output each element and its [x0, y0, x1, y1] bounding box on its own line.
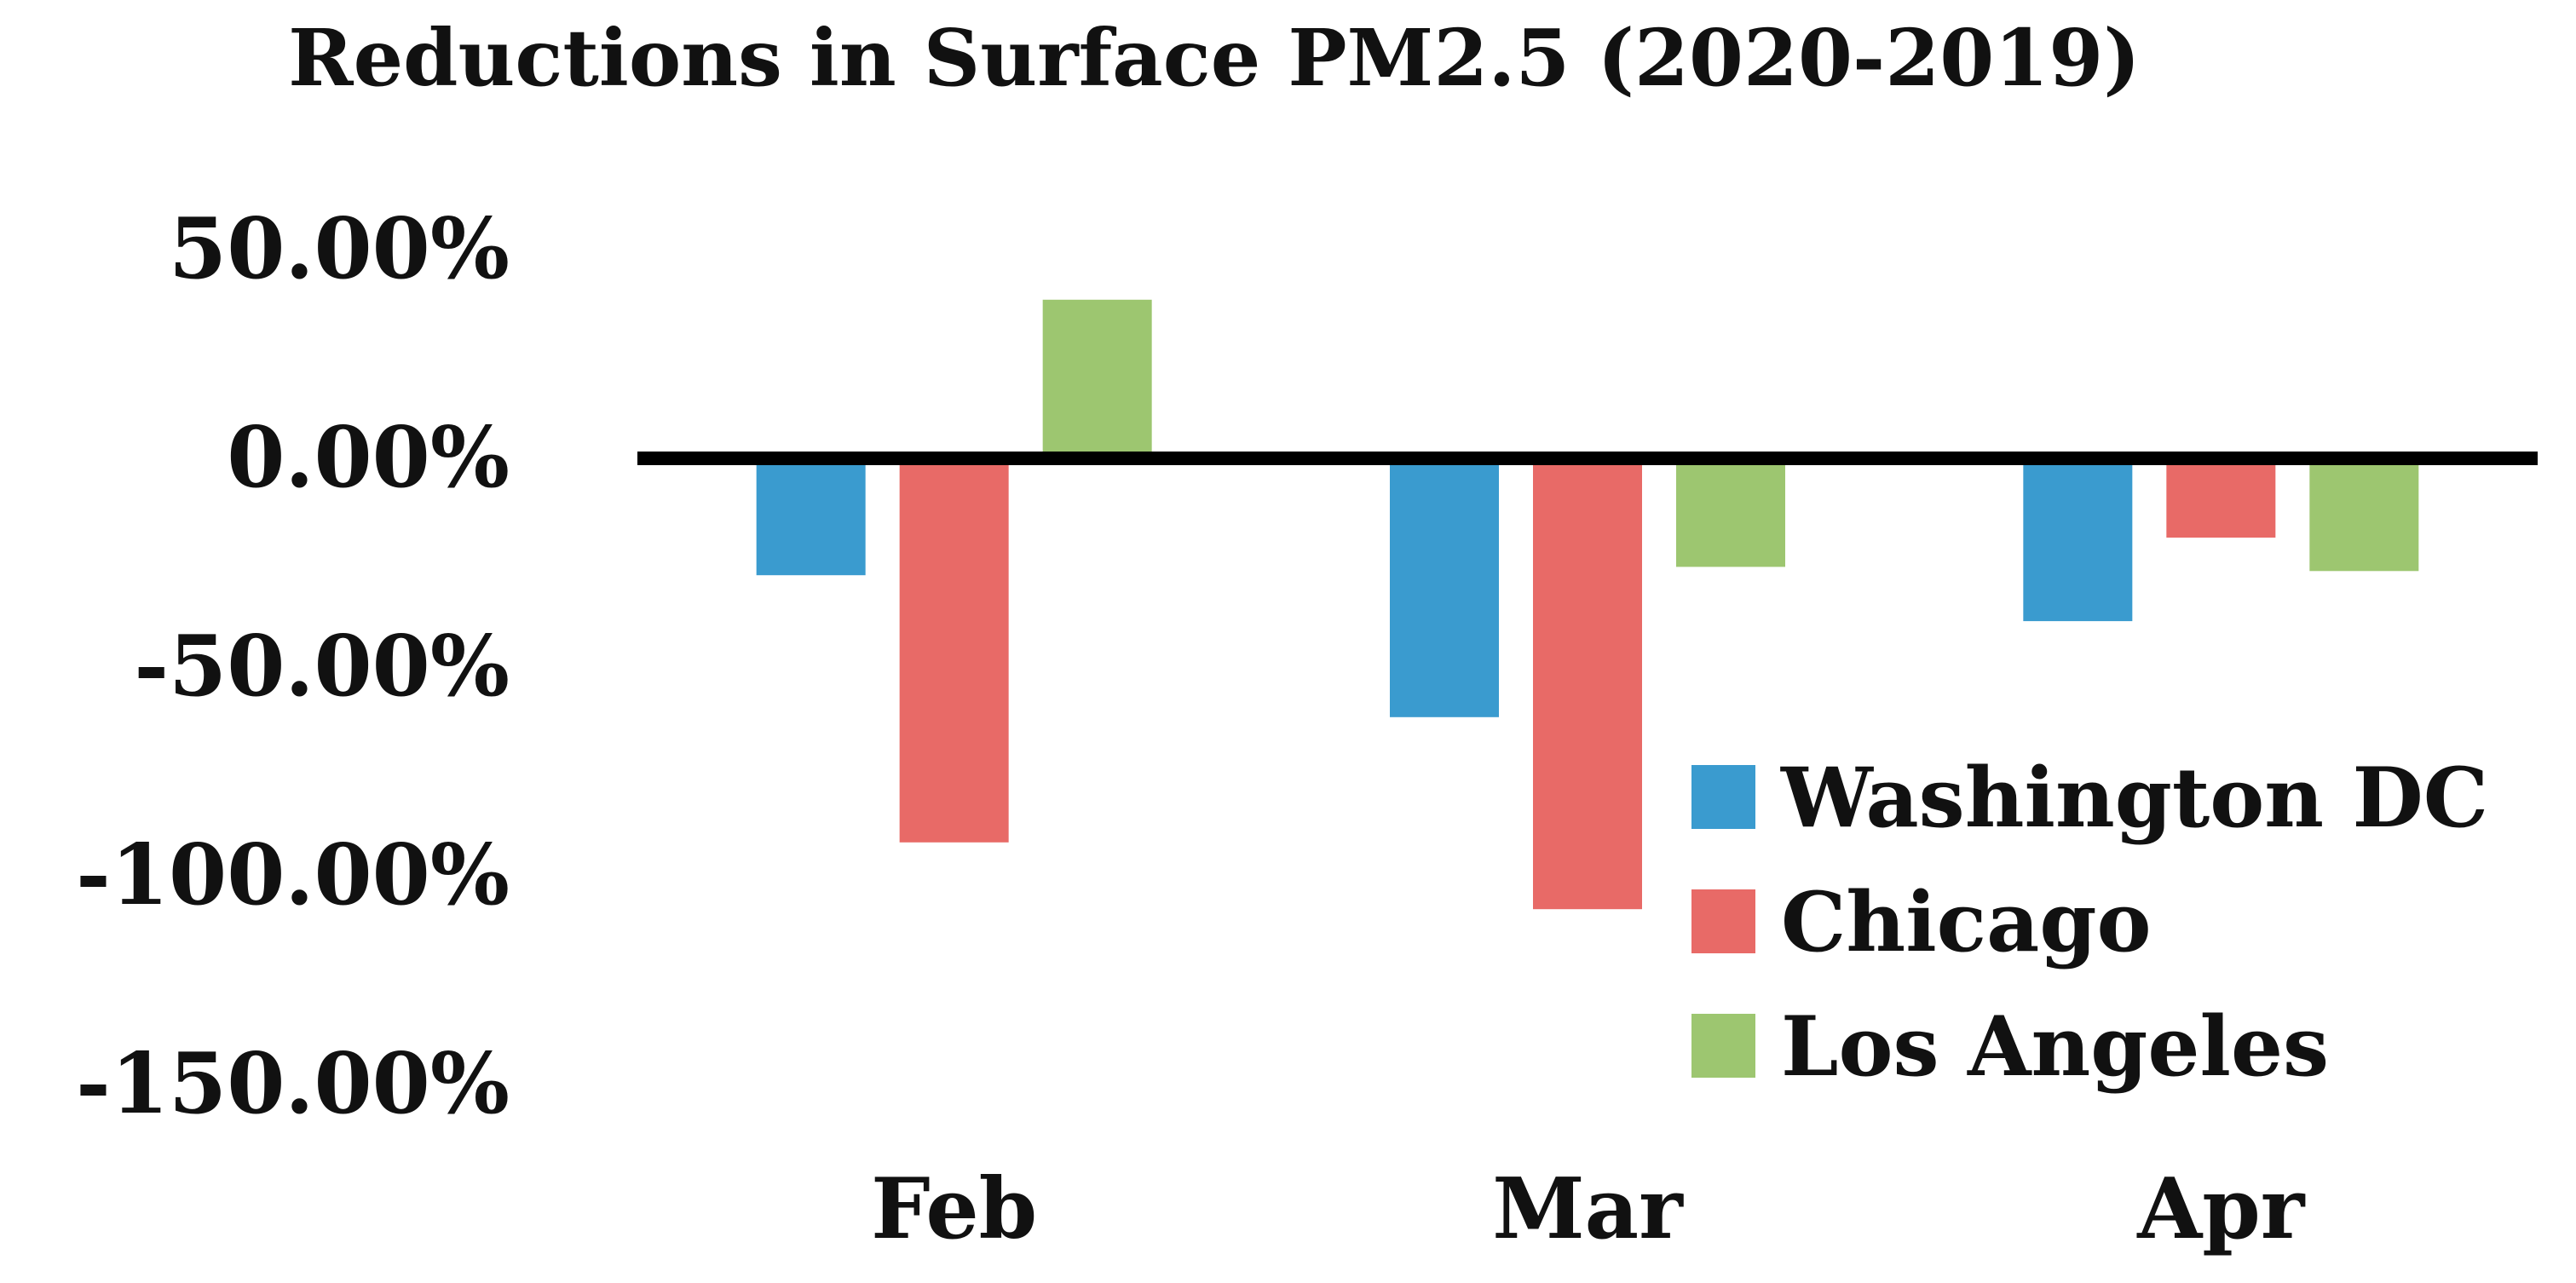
y-tick-label: -50.00% — [134, 618, 510, 716]
legend-label: Washington DC — [1780, 750, 2488, 846]
y-tick-label: -150.00% — [76, 1035, 510, 1133]
legend-swatch — [1691, 765, 1755, 829]
bar-washington-dc-feb — [756, 458, 866, 576]
bar-chicago-mar — [1533, 458, 1642, 910]
bar-chicago-apr — [2166, 458, 2276, 538]
x-axis-tick-labels: Feb Mar Apr — [871, 1160, 2306, 1258]
x-tick-label: Mar — [1492, 1160, 1684, 1258]
legend-swatch — [1691, 1014, 1755, 1078]
bar-los-angeles-apr — [2309, 458, 2419, 572]
legend-label: Chicago — [1781, 874, 2151, 970]
legend: Washington DC Chicago Los Angeles — [1691, 750, 2488, 1095]
legend-label: Los Angeles — [1781, 998, 2329, 1095]
bars — [756, 299, 2419, 910]
x-tick-label: Apr — [2136, 1160, 2306, 1258]
bar-los-angeles-feb — [1042, 299, 1152, 458]
y-tick-label: -100.00% — [76, 826, 510, 924]
bar-los-angeles-mar — [1676, 458, 1785, 567]
bar-washington-dc-apr — [2023, 458, 2133, 622]
bar-chicago-feb — [899, 458, 1009, 843]
x-tick-label: Feb — [871, 1160, 1037, 1258]
bar-washington-dc-mar — [1390, 458, 1499, 717]
y-axis-tick-labels: 50.00% 0.00% -50.00% -100.00% -150.00% — [76, 200, 510, 1133]
legend-swatch — [1691, 889, 1755, 953]
y-tick-label: 50.00% — [169, 200, 510, 298]
y-tick-label: 0.00% — [227, 409, 510, 507]
chart-title: Reductions in Surface PM2.5 (2020-2019) — [288, 12, 2141, 104]
